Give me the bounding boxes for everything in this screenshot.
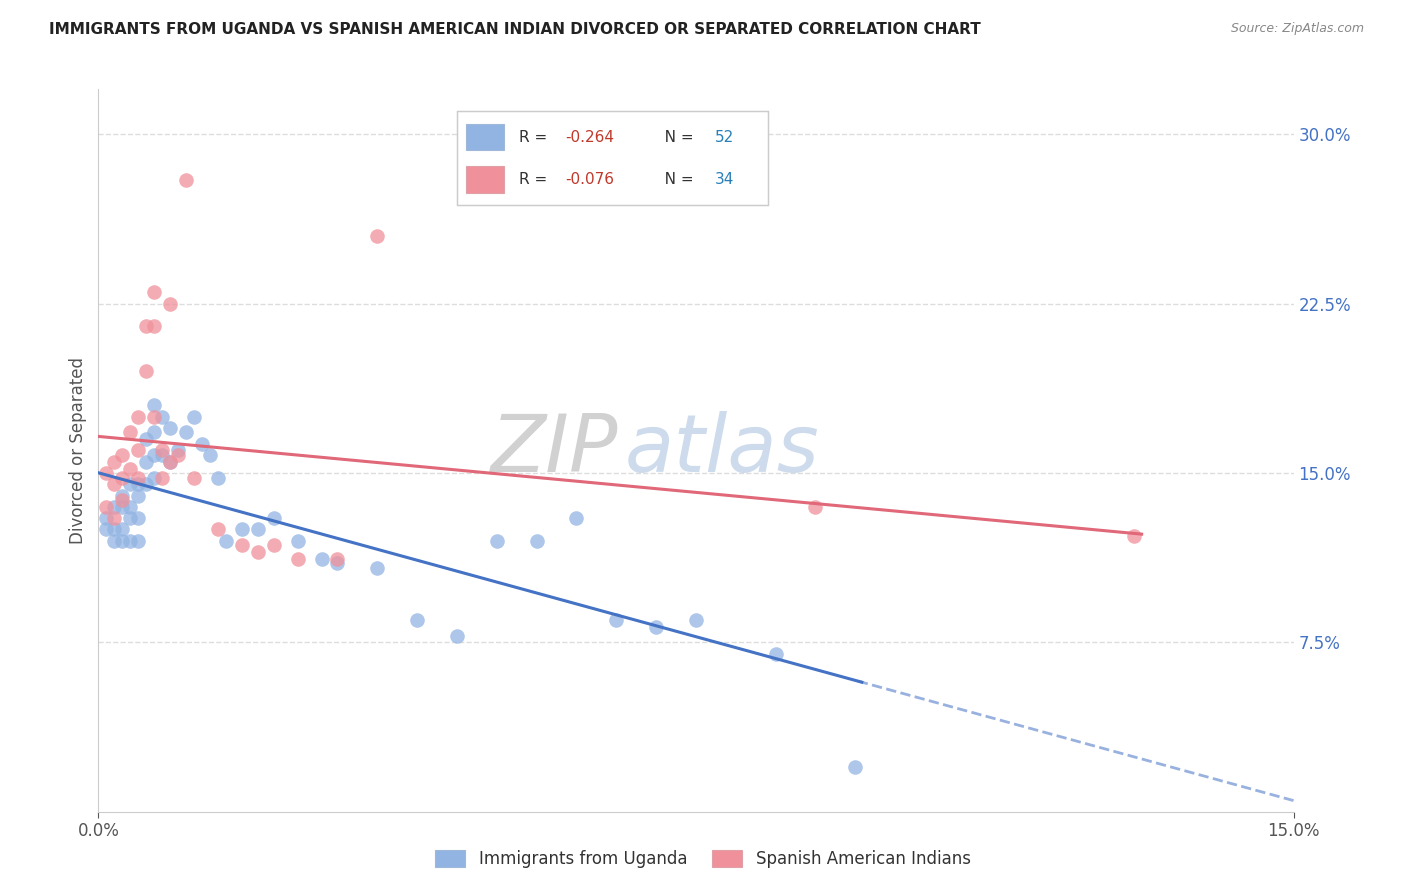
Point	[127, 477, 149, 491]
Point	[645, 619, 668, 633]
Point	[143, 285, 166, 300]
Point	[150, 443, 173, 458]
Point	[207, 523, 229, 537]
Point	[263, 538, 285, 552]
Point	[174, 425, 197, 440]
Point	[366, 561, 388, 575]
Point	[605, 613, 627, 627]
Point	[120, 511, 142, 525]
Point	[215, 533, 238, 548]
Point	[1123, 529, 1146, 543]
Point	[765, 647, 787, 661]
Point	[127, 409, 149, 424]
Point	[96, 511, 118, 525]
Text: ZIP: ZIP	[491, 411, 619, 490]
Point	[150, 409, 173, 424]
Point	[143, 398, 166, 412]
Point	[311, 551, 333, 566]
Point	[231, 538, 253, 552]
Point	[143, 319, 166, 334]
Point	[120, 461, 142, 475]
Point	[844, 759, 866, 773]
Point	[96, 466, 118, 480]
Point	[246, 545, 269, 559]
Point	[96, 500, 118, 514]
Point	[103, 455, 125, 469]
Point	[103, 523, 125, 537]
Point	[287, 533, 309, 548]
Point	[135, 364, 157, 378]
Point	[207, 470, 229, 484]
Legend: Immigrants from Uganda, Spanish American Indians: Immigrants from Uganda, Spanish American…	[429, 843, 977, 875]
Point	[246, 523, 269, 537]
Point	[96, 523, 118, 537]
Point	[804, 500, 827, 514]
Point	[120, 425, 142, 440]
Point	[150, 470, 173, 484]
Point	[111, 448, 134, 462]
Point	[167, 448, 190, 462]
Point	[111, 500, 134, 514]
Point	[127, 533, 149, 548]
Y-axis label: Divorced or Separated: Divorced or Separated	[69, 357, 87, 544]
Point	[159, 455, 181, 469]
Point	[135, 455, 157, 469]
Point	[685, 613, 707, 627]
Text: IMMIGRANTS FROM UGANDA VS SPANISH AMERICAN INDIAN DIVORCED OR SEPARATED CORRELAT: IMMIGRANTS FROM UGANDA VS SPANISH AMERIC…	[49, 22, 981, 37]
Point	[120, 500, 142, 514]
Point	[135, 432, 157, 446]
Point	[143, 448, 166, 462]
Point	[120, 533, 142, 548]
Point	[127, 470, 149, 484]
Point	[135, 319, 157, 334]
Point	[150, 448, 173, 462]
Point	[143, 425, 166, 440]
Point	[127, 489, 149, 503]
Point	[120, 477, 142, 491]
Point	[127, 511, 149, 525]
Point	[127, 443, 149, 458]
Point	[183, 409, 205, 424]
Point	[366, 229, 388, 244]
Point	[174, 172, 197, 186]
Point	[191, 436, 214, 450]
Point	[103, 511, 125, 525]
Point	[103, 500, 125, 514]
Point	[231, 523, 253, 537]
Point	[143, 409, 166, 424]
Text: atlas: atlas	[624, 411, 820, 490]
Point	[287, 551, 309, 566]
Point	[198, 448, 221, 462]
Point	[167, 443, 190, 458]
Point	[485, 533, 508, 548]
Point	[263, 511, 285, 525]
Point	[406, 613, 429, 627]
Point	[111, 523, 134, 537]
Point	[526, 533, 548, 548]
Point	[446, 629, 468, 643]
Point	[565, 511, 588, 525]
Point	[183, 470, 205, 484]
Point	[135, 477, 157, 491]
Point	[143, 470, 166, 484]
Point	[103, 477, 125, 491]
Point	[103, 533, 125, 548]
Point	[111, 533, 134, 548]
Point	[159, 455, 181, 469]
Text: Source: ZipAtlas.com: Source: ZipAtlas.com	[1230, 22, 1364, 36]
Point	[111, 489, 134, 503]
Point	[159, 296, 181, 310]
Point	[326, 557, 349, 571]
Point	[111, 470, 134, 484]
Point	[326, 551, 349, 566]
Point	[159, 421, 181, 435]
Point	[111, 493, 134, 508]
